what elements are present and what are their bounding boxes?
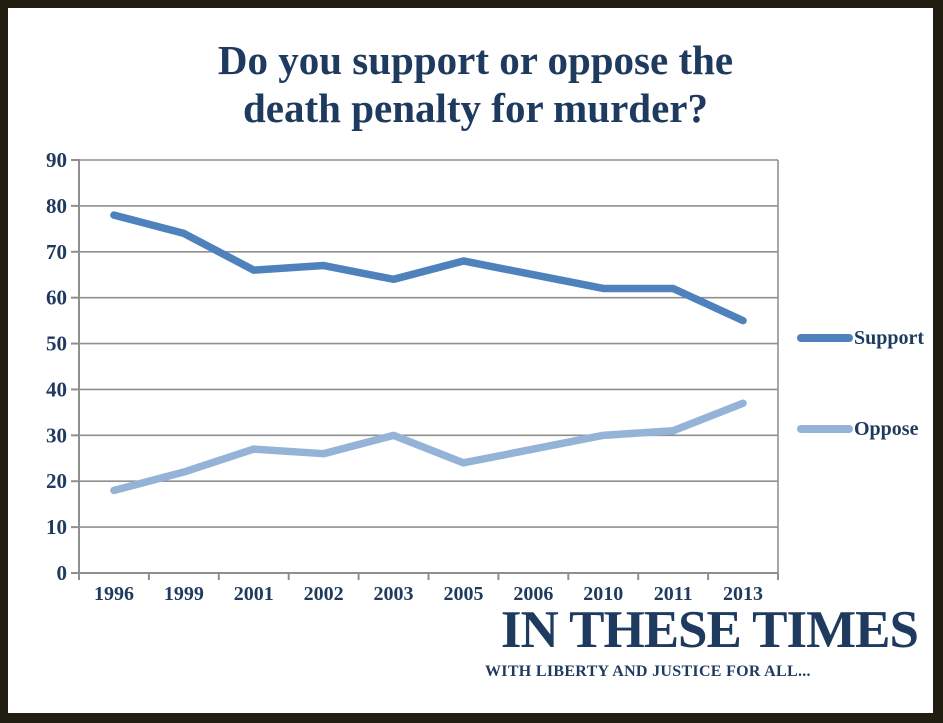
y-axis-label: 20 xyxy=(46,469,67,493)
x-axis-label: 2013 xyxy=(723,583,763,605)
oppose-line xyxy=(110,399,747,495)
masthead-logo: IN THESE TIMES xyxy=(500,601,919,659)
x-axis-label: 2002 xyxy=(304,583,344,605)
x-axis-label: 2001 xyxy=(234,583,274,605)
x-axis-label: 2006 xyxy=(513,583,553,605)
x-axis-label: 2011 xyxy=(654,583,693,605)
x-axis-label: 2010 xyxy=(583,583,623,605)
x-axis-label: 2005 xyxy=(443,583,483,605)
legend-label-oppose: Oppose xyxy=(854,417,919,440)
x-axis-label: 2003 xyxy=(374,583,414,605)
x-axis-label: 1996 xyxy=(94,583,134,605)
chart-title: Do you support or oppose the death penal… xyxy=(38,36,913,132)
chart-title-line-2: death penalty for murder? xyxy=(242,85,708,131)
legend-item-support: Support xyxy=(797,326,924,350)
chart-title-line-1: Do you support or oppose the xyxy=(217,37,734,83)
masthead-tagline: WITH LIBERTY AND JUSTICE FOR ALL... xyxy=(485,663,811,680)
support-line-swatch-icon xyxy=(797,334,853,342)
oppose-line-swatch-icon xyxy=(797,425,853,433)
y-axis-label: 40 xyxy=(46,377,67,401)
y-axis-label: 70 xyxy=(46,240,67,264)
y-axis-label: 80 xyxy=(46,194,67,218)
y-axis-label: 50 xyxy=(46,332,67,356)
legend-item-oppose: Oppose xyxy=(797,417,918,441)
legend-label-support: Support xyxy=(854,326,925,349)
y-axis-label: 30 xyxy=(46,423,67,447)
y-axis-label: 90 xyxy=(46,148,67,172)
support-line xyxy=(110,211,747,325)
line-chart-plot: 0 10 20 30 40 50 60 70 80 90 1996 1999 2001 2002 2003 2… xyxy=(46,148,779,605)
y-axis-label: 60 xyxy=(46,286,67,310)
x-axis-label: 1999 xyxy=(164,583,204,605)
y-axis-label: 10 xyxy=(46,515,67,539)
y-axis-label: 0 xyxy=(57,561,68,585)
